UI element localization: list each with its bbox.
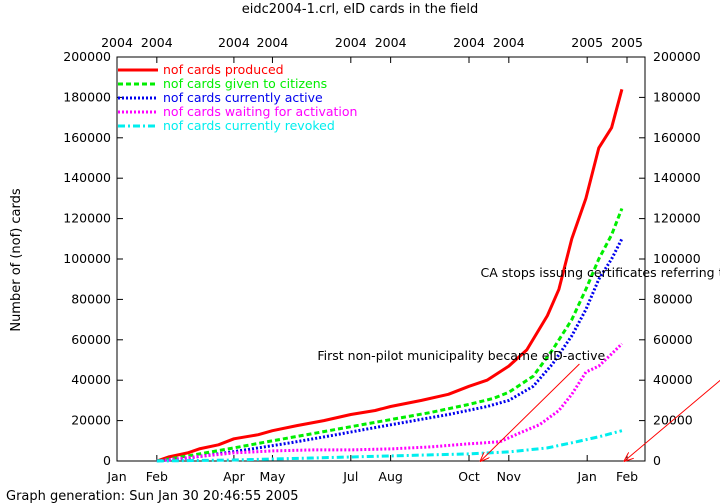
x-tick-label-bottom: Feb: [616, 469, 638, 484]
x-tick-label-bottom: Jul: [342, 469, 358, 484]
x-tick-label-top: 2004: [453, 35, 485, 50]
y-tick-label-left: 80000: [71, 291, 111, 306]
x-tick-label-top: 2005: [611, 35, 643, 50]
y-tick-label-right: 100000: [653, 251, 701, 266]
y-tick-label-right: 140000: [653, 170, 701, 185]
annotation-arrow-0: [624, 379, 720, 461]
x-tick-label-bottom: Aug: [378, 469, 402, 484]
y-tick-label-left: 160000: [63, 130, 111, 145]
x-tick-label-top: 2004: [257, 35, 289, 50]
x-tick-label-bottom: Jan: [106, 469, 126, 484]
x-tick-label-top: 2004: [218, 35, 250, 50]
x-tick-label-top: 2004: [141, 35, 173, 50]
series-line-0: [156, 88, 624, 463]
x-tick-label-bottom: Nov: [497, 469, 522, 484]
legend-label-3: nof cards waiting for activation: [163, 104, 357, 119]
y-tick-label-left: 40000: [71, 372, 111, 387]
y-axis-label: Number of (nof) cards: [9, 188, 24, 332]
series-line-4: [156, 429, 623, 463]
y-tick-label-right: 40000: [653, 372, 693, 387]
legend-label-2: nof cards currently active: [163, 90, 323, 105]
y-tick-label-left: 200000: [63, 49, 111, 64]
legend-label-1: nof cards given to citizens: [163, 76, 327, 91]
y-tick-label-right: 0: [653, 453, 661, 468]
legend-label-4: nof cards currently revoked: [163, 118, 335, 133]
annotation-arrow-1: [481, 363, 580, 461]
x-tick-label-bottom: May: [260, 469, 286, 484]
y-tick-label-right: 120000: [653, 211, 701, 226]
y-tick-label-left: 20000: [71, 413, 111, 428]
legend-label-0: nof cards produced: [163, 62, 284, 77]
x-tick-label-top: 2004: [101, 35, 133, 50]
chart-title: eidc2004-1.crl, eID cards in the field: [242, 2, 478, 17]
series-line-3: [156, 342, 623, 463]
annotation-label-1: First non-pilot municipality became eID-…: [317, 348, 605, 363]
y-tick-label-left: 140000: [63, 170, 111, 185]
x-tick-label-bottom: Apr: [223, 469, 245, 484]
series-line-1: [156, 207, 624, 463]
y-tick-label-right: 80000: [653, 291, 693, 306]
x-tick-label-top: 2004: [493, 35, 525, 50]
y-tick-label-right: 180000: [653, 89, 701, 104]
y-tick-label-left: 100000: [63, 251, 111, 266]
annotations: CA stops issuing certificates referring …: [317, 265, 720, 461]
axes: 0020000200004000040000600006000080000800…: [63, 35, 700, 484]
y-tick-label-right: 60000: [653, 332, 693, 347]
x-tick-label-top: 2004: [375, 35, 407, 50]
x-tick-label-bottom: Oct: [458, 469, 480, 484]
y-tick-label-left: 120000: [63, 211, 111, 226]
x-tick-label-bottom: Feb: [146, 469, 168, 484]
y-tick-label-right: 160000: [653, 130, 701, 145]
x-tick-label-bottom: Jan: [577, 469, 597, 484]
y-tick-label-left: 60000: [71, 332, 111, 347]
x-tick-label-top: 2005: [571, 35, 603, 50]
x-tick-label-top: 2004: [335, 35, 367, 50]
series-line-2: [156, 238, 624, 463]
y-tick-label-left: 180000: [63, 89, 111, 104]
annotation-label-0: CA stops issuing certificates referring …: [481, 265, 720, 280]
y-tick-label-left: 0: [103, 453, 111, 468]
y-tick-label-right: 200000: [653, 49, 701, 64]
graph-generation-footer: Graph generation: Sun Jan 30 20:46:55 20…: [6, 489, 299, 504]
